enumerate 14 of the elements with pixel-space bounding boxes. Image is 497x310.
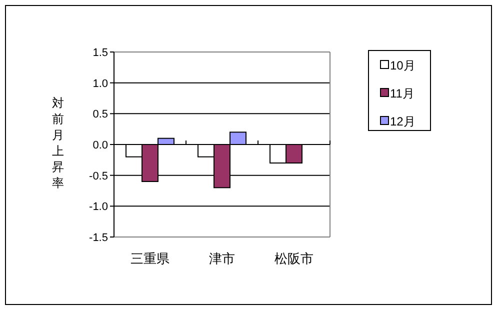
y-tick-label: 0.0 xyxy=(92,140,108,152)
legend-label: 12月 xyxy=(390,114,416,128)
y-tick-label: -0.5 xyxy=(89,170,108,182)
legend-label: 10月 xyxy=(390,58,416,72)
y-tick-label: 1.0 xyxy=(92,78,108,90)
x-tick-label: 三重県 xyxy=(130,251,170,266)
y-axis-title: 対前月上昇率 xyxy=(52,96,64,190)
y-tick-label: -1.5 xyxy=(89,232,108,244)
x-tick-label: 津市 xyxy=(209,251,235,266)
y-tick-label: 0.5 xyxy=(92,108,108,121)
legend-label: 11月 xyxy=(390,86,414,100)
y-tick-label: -1.0 xyxy=(89,201,108,214)
x-tick-label: 松阪市 xyxy=(274,251,314,266)
y-tick-label: 1.5 xyxy=(92,47,108,59)
